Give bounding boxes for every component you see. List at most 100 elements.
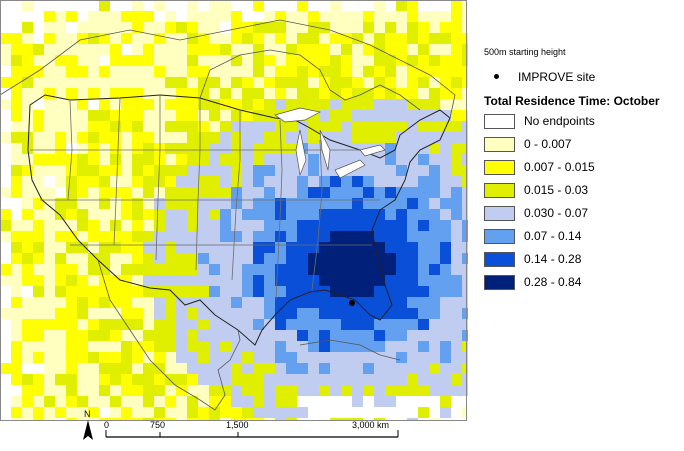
grid-cell xyxy=(319,341,330,352)
grid-cell xyxy=(385,396,396,407)
grid-cell xyxy=(132,110,143,121)
grid-cell xyxy=(121,143,132,154)
grid-cell xyxy=(418,275,429,286)
grid-cell xyxy=(99,110,110,121)
grid-cell xyxy=(132,176,143,187)
grid-cell xyxy=(440,99,451,110)
grid-cell xyxy=(319,198,330,209)
grid-cell xyxy=(154,407,165,418)
grid-cell xyxy=(429,88,440,99)
grid-cell xyxy=(275,11,286,22)
grid-cell xyxy=(99,44,110,55)
grid-cell xyxy=(66,242,77,253)
grid-cell xyxy=(165,55,176,66)
grid-cell xyxy=(275,352,286,363)
grid-cell xyxy=(66,220,77,231)
grid-cell xyxy=(198,264,209,275)
grid-cell xyxy=(253,165,264,176)
grid-cell xyxy=(297,264,308,275)
grid-cell xyxy=(418,22,429,33)
legend-swatch xyxy=(484,229,515,244)
grid-cell xyxy=(187,396,198,407)
grid-cell xyxy=(11,231,22,242)
grid-cell xyxy=(110,99,121,110)
grid-cell xyxy=(264,176,275,187)
grid-cell xyxy=(55,33,66,44)
grid-cell xyxy=(330,286,341,297)
grid-cell xyxy=(264,143,275,154)
grid-cell xyxy=(407,22,418,33)
grid-cell xyxy=(220,66,231,77)
grid-cell xyxy=(363,22,374,33)
grid-cell xyxy=(286,407,297,418)
grid-cell xyxy=(110,132,121,143)
grid-cell xyxy=(44,297,55,308)
grid-cell xyxy=(176,176,187,187)
grid-cell xyxy=(198,407,209,418)
grid-cell xyxy=(44,253,55,264)
grid-cell xyxy=(176,253,187,264)
grid-cell xyxy=(374,154,385,165)
grid-cell xyxy=(275,99,286,110)
grid-cell xyxy=(198,88,209,99)
grid-cell xyxy=(286,55,297,66)
grid-cell xyxy=(88,110,99,121)
grid-cell xyxy=(330,231,341,242)
grid-cell xyxy=(407,44,418,55)
grid-cell xyxy=(429,275,440,286)
grid-cell xyxy=(231,242,242,253)
grid-cell xyxy=(462,33,473,44)
grid-cell xyxy=(363,88,374,99)
grid-cell xyxy=(55,154,66,165)
grid-cell xyxy=(22,99,33,110)
grid-cell xyxy=(198,77,209,88)
grid-cell xyxy=(462,297,473,308)
grid-cell xyxy=(286,88,297,99)
grid-cell xyxy=(198,132,209,143)
grid-cell xyxy=(330,352,341,363)
grid-cell xyxy=(77,374,88,385)
grid-cell xyxy=(55,66,66,77)
grid-cell xyxy=(154,341,165,352)
grid-cell xyxy=(220,143,231,154)
grid-cell xyxy=(209,363,220,374)
grid-cell xyxy=(132,132,143,143)
grid-cell xyxy=(176,88,187,99)
grid-cell xyxy=(297,286,308,297)
grid-cell xyxy=(55,352,66,363)
grid-cell xyxy=(462,44,473,55)
grid-cell xyxy=(121,374,132,385)
grid-cell xyxy=(451,242,462,253)
grid-cell xyxy=(11,286,22,297)
grid-cell xyxy=(297,66,308,77)
grid-cell xyxy=(110,253,121,264)
grid-cell xyxy=(132,275,143,286)
grid-cell xyxy=(198,330,209,341)
grid-cell xyxy=(121,330,132,341)
grid-cell xyxy=(440,286,451,297)
grid-cell xyxy=(275,297,286,308)
grid-cell xyxy=(209,66,220,77)
grid-cell xyxy=(231,77,242,88)
grid-cell xyxy=(253,231,264,242)
grid-cell xyxy=(11,308,22,319)
grid-cell xyxy=(286,341,297,352)
legend-item-label: 0.015 - 0.03 xyxy=(524,183,589,197)
grid-cell xyxy=(396,154,407,165)
grid-cell xyxy=(352,264,363,275)
scale-tick-1500: 1,500 xyxy=(226,420,249,430)
grid-cell xyxy=(253,121,264,132)
grid-cell xyxy=(418,385,429,396)
grid-cell xyxy=(33,110,44,121)
grid-cell xyxy=(132,77,143,88)
grid-cell xyxy=(110,341,121,352)
grid-cell xyxy=(176,99,187,110)
grid-cell xyxy=(44,286,55,297)
grid-cell xyxy=(264,363,275,374)
grid-cell xyxy=(11,143,22,154)
grid-cell xyxy=(88,11,99,22)
grid-cell xyxy=(308,77,319,88)
grid-cell xyxy=(66,121,77,132)
grid-cell xyxy=(462,187,473,198)
grid-cell xyxy=(308,297,319,308)
